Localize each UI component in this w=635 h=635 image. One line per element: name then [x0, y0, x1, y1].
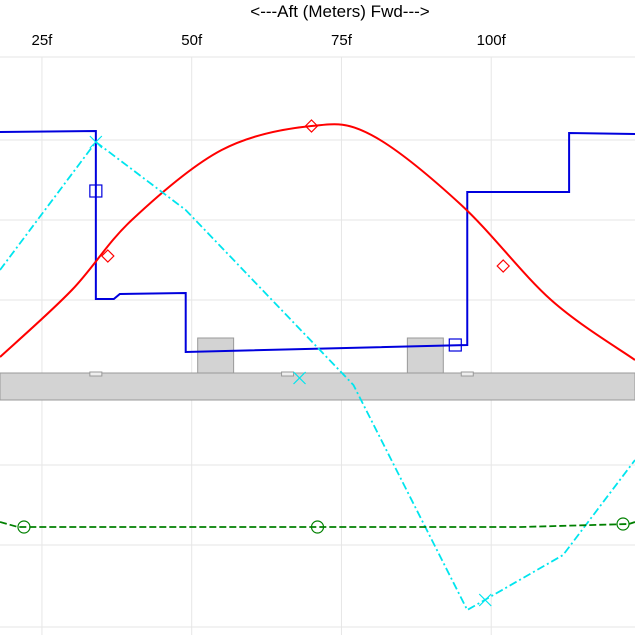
marker-square: [448, 338, 462, 352]
x-tick-label: 50f: [181, 32, 203, 49]
hull-band: [0, 372, 635, 401]
marker-diamond: [304, 119, 319, 133]
hull-tank: [406, 337, 444, 374]
marker-diamond: [496, 259, 511, 273]
marker-circle: [17, 520, 31, 534]
series-line-cyan: [0, 140, 635, 612]
marker-diamond: [100, 249, 115, 263]
x-tick-labels: 25f50f75f100f1: [32, 32, 507, 49]
markers-layer: [17, 119, 630, 607]
series-layer: [0, 123, 635, 612]
bulkhead-mark: [460, 371, 474, 377]
hull-tank: [197, 337, 235, 374]
marker-x: [478, 593, 492, 607]
x-tick-label: 100f: [477, 32, 507, 49]
bulkhead-mark: [89, 371, 103, 377]
marker-square: [89, 184, 103, 198]
grid: [0, 56, 635, 635]
series-line-blue: [0, 129, 635, 354]
marker-x: [89, 135, 103, 149]
x-tick-label: 25f: [32, 32, 54, 49]
hull: [0, 337, 635, 401]
bulkhead-mark: [281, 371, 295, 377]
marker-x: [293, 371, 306, 385]
x-tick-label: 75f: [331, 32, 353, 49]
marker-circle: [310, 520, 325, 534]
series-line-green: [0, 521, 635, 528]
chart-title: <---Aft (Meters) Fwd--->: [250, 2, 430, 21]
marker-circle: [616, 517, 630, 531]
series-line-red: [0, 123, 635, 361]
